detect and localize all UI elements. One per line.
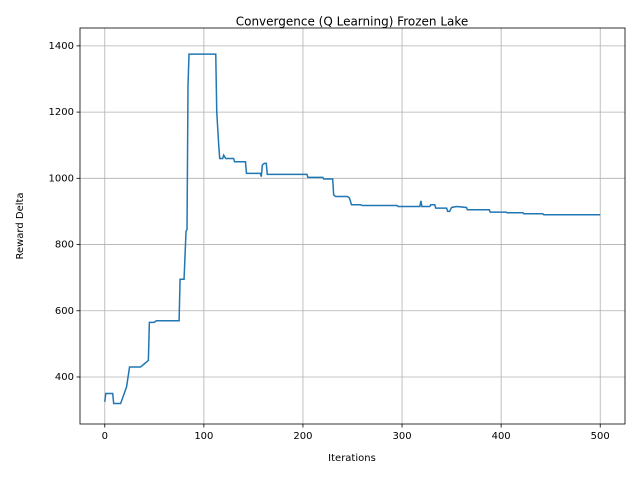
x-tick-label: 0 xyxy=(102,431,108,442)
x-tick-label: 400 xyxy=(492,431,511,442)
y-tick-label: 600 xyxy=(55,306,74,317)
line xyxy=(104,53,601,405)
y-tick-label: 800 xyxy=(55,240,74,251)
x-tick-label: 100 xyxy=(194,431,213,442)
y-tick-label: 400 xyxy=(55,372,74,383)
y-axis-label: Reward Delta xyxy=(15,192,26,259)
y-tick-label: 1400 xyxy=(49,41,74,52)
x-axis-label: Iterations xyxy=(328,453,376,464)
x-tick-label: 300 xyxy=(392,431,411,442)
x-tick-label: 500 xyxy=(591,431,610,442)
x-tick-label: 200 xyxy=(293,431,312,442)
plot-frame xyxy=(79,27,626,425)
chart-title: Convergence (Q Learning) Frozen Lake xyxy=(236,15,469,29)
y-tick-label: 1200 xyxy=(49,107,74,118)
y-tick-label: 1000 xyxy=(49,173,74,184)
